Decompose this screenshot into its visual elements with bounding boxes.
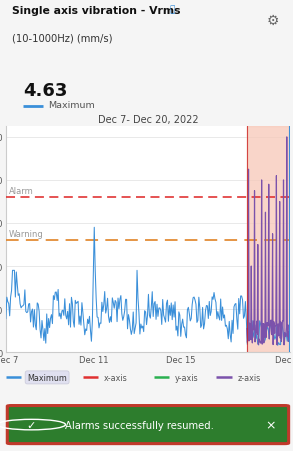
Text: y-axis: y-axis: [175, 373, 199, 382]
Text: z-axis: z-axis: [238, 373, 261, 382]
Text: Alarm: Alarm: [9, 186, 33, 195]
Text: Alarms successfully resumed.: Alarms successfully resumed.: [65, 420, 214, 430]
Text: ✓: ✓: [27, 420, 36, 430]
Text: Single axis vibration - Vrms: Single axis vibration - Vrms: [11, 6, 180, 16]
Text: x-axis: x-axis: [104, 373, 128, 382]
Title: Dec 7- Dec 20, 2022: Dec 7- Dec 20, 2022: [98, 115, 198, 124]
FancyBboxPatch shape: [7, 405, 289, 444]
Text: 4.63: 4.63: [23, 82, 67, 100]
Text: Warning: Warning: [9, 229, 43, 238]
Text: ⓘ: ⓘ: [169, 6, 175, 15]
Text: (10-1000Hz) (mm/s): (10-1000Hz) (mm/s): [11, 33, 112, 43]
Bar: [247, 127, 290, 352]
Text: ⚙: ⚙: [266, 14, 279, 28]
Text: Maximum: Maximum: [48, 101, 95, 110]
Text: ×: ×: [265, 418, 275, 431]
Text: Maximum: Maximum: [27, 373, 67, 382]
